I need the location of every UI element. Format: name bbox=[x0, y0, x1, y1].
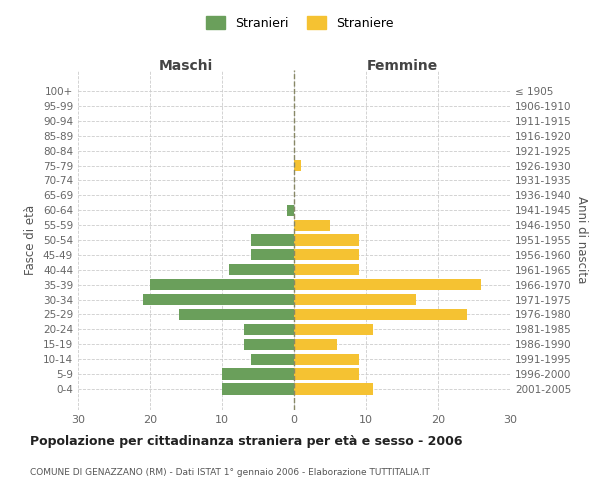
Bar bbox=[294, 384, 373, 394]
Bar bbox=[294, 324, 373, 335]
Y-axis label: Fasce di età: Fasce di età bbox=[25, 205, 37, 275]
Bar bbox=[244, 324, 294, 335]
Legend: Stranieri, Straniere: Stranieri, Straniere bbox=[202, 11, 398, 35]
Bar bbox=[150, 279, 294, 290]
Y-axis label: Anni di nascita: Anni di nascita bbox=[575, 196, 588, 284]
Bar bbox=[294, 354, 359, 365]
Bar bbox=[294, 338, 337, 350]
Bar bbox=[251, 250, 294, 260]
Bar bbox=[287, 204, 294, 216]
Text: COMUNE DI GENAZZANO (RM) - Dati ISTAT 1° gennaio 2006 - Elaborazione TUTTITALIA.: COMUNE DI GENAZZANO (RM) - Dati ISTAT 1°… bbox=[30, 468, 430, 477]
Bar bbox=[294, 234, 359, 246]
Bar bbox=[294, 368, 359, 380]
Bar bbox=[294, 309, 467, 320]
Bar bbox=[294, 279, 481, 290]
Bar bbox=[244, 338, 294, 350]
Bar bbox=[143, 294, 294, 305]
Bar bbox=[294, 250, 359, 260]
Text: Maschi: Maschi bbox=[159, 59, 213, 73]
Bar bbox=[294, 264, 359, 276]
Bar bbox=[222, 384, 294, 394]
Bar bbox=[294, 294, 416, 305]
Text: Popolazione per cittadinanza straniera per età e sesso - 2006: Popolazione per cittadinanza straniera p… bbox=[30, 435, 463, 448]
Text: Femmine: Femmine bbox=[367, 59, 437, 73]
Bar bbox=[251, 354, 294, 365]
Bar bbox=[229, 264, 294, 276]
Bar bbox=[251, 234, 294, 246]
Bar bbox=[222, 368, 294, 380]
Bar bbox=[294, 220, 330, 230]
Bar bbox=[294, 160, 301, 171]
Bar bbox=[179, 309, 294, 320]
